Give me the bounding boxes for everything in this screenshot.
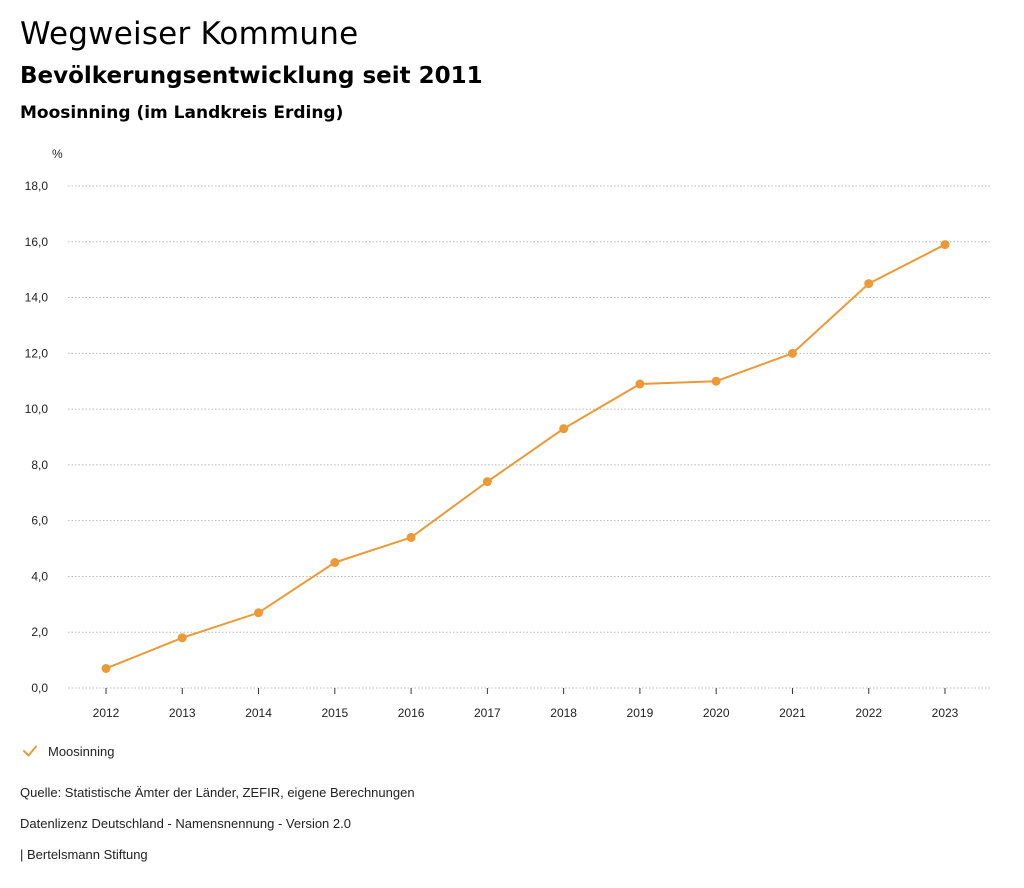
y-axis-ticks: 0,0 2,0 4,0 6,0 8,0 10,0 12,0 14,0 16,0 18,0 [25,179,49,695]
y-tick-label: 18,0 [25,179,49,193]
legend-item-moosinning[interactable]: Moosinning [22,743,115,759]
license-note: Datenlizenz Deutschland - Namensnennung … [20,816,351,831]
page-title: Wegweiser Kommune [20,16,359,52]
y-tick-label: 0,0 [31,681,48,695]
x-tick-label: 2022 [855,706,882,720]
line-chart: % 0,0 2,0 4,0 6,0 8,0 10,0 12,0 14,0 16,0 18,0 20… [25,147,990,720]
y-tick-label: 2,0 [31,625,48,639]
x-tick-label: 2019 [627,706,654,720]
gridlines [68,185,990,689]
x-tick-label: 2023 [932,706,959,720]
region-label: Moosinning (im Landkreis Erding) [20,103,344,123]
y-axis-unit: % [52,147,63,161]
x-tick-label: 2018 [550,706,577,720]
y-tick-label: 10,0 [25,402,49,416]
data-point[interactable] [254,608,264,618]
data-point[interactable] [940,240,950,250]
x-tick-label: 2015 [321,706,348,720]
x-tick-label: 2020 [703,706,730,720]
data-point[interactable] [330,558,340,567]
y-tick-label: 12,0 [25,346,49,360]
series-moosinning [101,240,950,673]
data-point[interactable] [787,348,797,358]
data-point[interactable] [406,532,416,542]
x-tick-label: 2013 [169,706,196,720]
source-note: Quelle: Statistische Ämter der Länder, Z… [20,785,415,800]
x-tick-label: 2016 [398,706,425,720]
legend-label: Moosinning [48,743,115,759]
data-point[interactable] [635,379,645,389]
x-tick-label: 2014 [245,706,272,720]
data-point[interactable] [864,279,874,289]
data-point[interactable] [711,376,721,386]
chart-subtitle: Bevölkerungsentwicklung seit 2011 [20,63,483,89]
series-line [105,243,946,670]
data-point[interactable] [177,633,187,643]
data-point[interactable] [482,477,492,487]
x-tick-label: 2017 [474,706,501,720]
publisher-note: | Bertelsmann Stiftung [20,847,148,862]
check-icon [23,745,37,757]
x-tick-label: 2012 [93,706,120,720]
y-tick-label: 14,0 [25,291,49,305]
data-point[interactable] [101,663,111,673]
y-tick-label: 16,0 [25,235,49,249]
x-tick-label: 2021 [779,706,806,720]
y-tick-label: 4,0 [31,569,48,583]
y-tick-label: 8,0 [31,458,48,472]
data-point[interactable] [559,424,569,434]
x-axis-ticks: 2012 2013 2014 2015 2016 2017 2018 2019 2020 2021… [93,688,959,720]
y-tick-label: 6,0 [31,514,48,528]
